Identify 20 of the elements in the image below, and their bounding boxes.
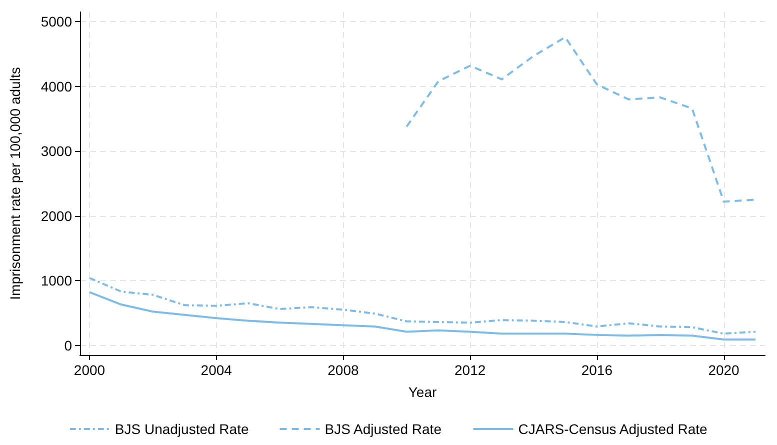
y-tick-label: 0 — [64, 337, 72, 354]
x-tick-label: 2008 — [328, 362, 359, 378]
legend-label: BJS Adjusted Rate — [324, 421, 442, 437]
line-series — [88, 291, 756, 340]
legend-label: BJS Unadjusted Rate — [114, 421, 249, 437]
y-tick-label: 1000 — [40, 272, 72, 289]
x-tick-label: 2016 — [581, 362, 613, 378]
y-axis-title: Imprisonment rate per 100,000 adults — [7, 67, 23, 300]
x-tick-label: 2004 — [200, 362, 232, 378]
y-tick-label: 4000 — [40, 78, 72, 94]
x-tick-label: 2020 — [708, 362, 740, 378]
y-tick-label: 3000 — [40, 143, 72, 160]
x-tick-label: 2000 — [74, 362, 106, 378]
x-tick-label: 2012 — [454, 362, 486, 378]
line-series — [406, 36, 756, 203]
legend-label: CJARS-Census Adjusted Rate — [518, 421, 708, 437]
x-axis-title: Year — [408, 384, 437, 400]
line-series — [88, 276, 756, 335]
y-tick-label: 5000 — [40, 14, 72, 30]
y-tick-label: 2000 — [40, 208, 72, 224]
